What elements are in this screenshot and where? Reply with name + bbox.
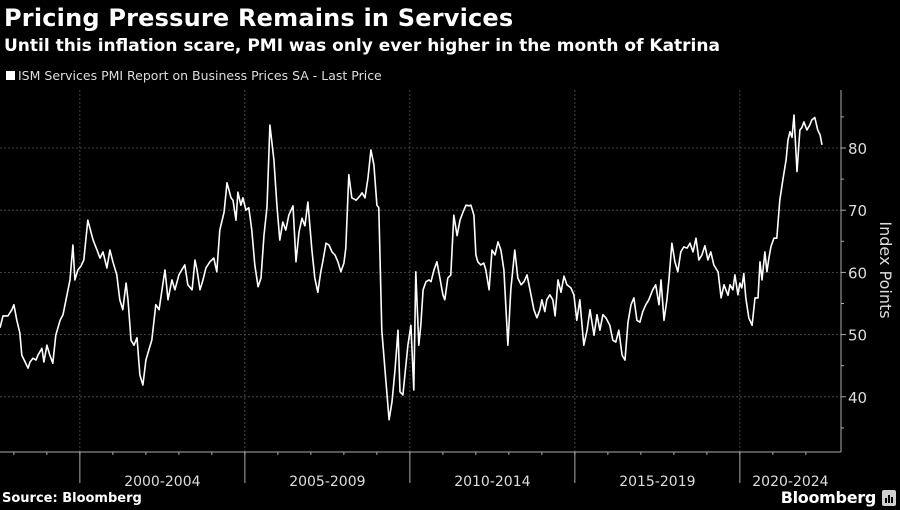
- grid: [0, 90, 841, 452]
- y-tick-label: 40: [848, 389, 867, 407]
- axes: [0, 90, 842, 453]
- bloomberg-terminal-icon: [882, 490, 896, 506]
- x-tick-label: 2000-2004: [124, 474, 200, 490]
- brand-label: Bloomberg: [780, 488, 877, 507]
- x-tick-label: 2015-2019: [619, 474, 695, 490]
- legend-label: ISM Services PMI Report on Business Pric…: [18, 68, 382, 83]
- x-tick-label: 2020-2024: [752, 474, 828, 490]
- source-label: Source: Bloomberg: [2, 491, 142, 506]
- legend-swatch: [6, 71, 15, 80]
- legend: ISM Services PMI Report on Business Pric…: [6, 68, 382, 83]
- chart-title: Pricing Pressure Remains in Services: [4, 4, 514, 32]
- x-tick-label: 2005-2009: [289, 474, 365, 490]
- y-ticks: 40 50 60 70 80: [841, 116, 867, 429]
- y-tick-label: 50: [848, 327, 867, 345]
- x-tick-label: 2010-2014: [454, 474, 530, 490]
- x-ticks: 2000-2004 2005-2009 2010-2014 2015-2019 2020…: [13, 452, 829, 490]
- y-tick-label: 80: [848, 140, 867, 158]
- series-line: [0, 114, 823, 421]
- y-tick-label: 70: [848, 202, 867, 220]
- chart-subtitle: Until this inflation scare, PMI was only…: [4, 36, 720, 56]
- y-tick-label: 60: [848, 264, 867, 282]
- y-axis-label: Index Points: [876, 221, 895, 318]
